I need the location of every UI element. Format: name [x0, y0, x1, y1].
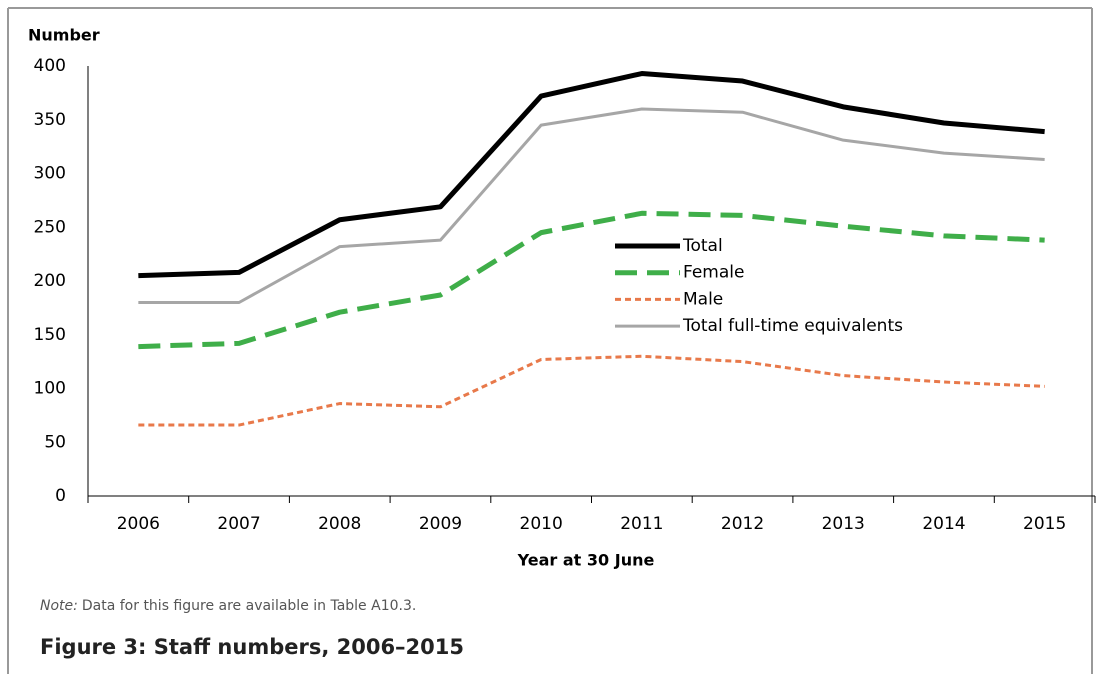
- x-tick-label: 2007: [217, 514, 260, 534]
- note: Note: Data for this figure are available …: [40, 598, 416, 614]
- note-label: Note:: [40, 598, 78, 614]
- series-line: [138, 71, 1045, 279]
- caption: Figure 3: Staff numbers, 2006–2015: [40, 635, 464, 659]
- x-tick-label: 2012: [721, 514, 764, 534]
- y-tick-label: 300: [34, 164, 66, 184]
- series-line: [138, 210, 1045, 350]
- y-tick-label: 200: [34, 271, 66, 291]
- x-tick-label: 2015: [1023, 514, 1066, 534]
- y-axis-label: Number: [28, 26, 100, 45]
- series-line: [138, 354, 1045, 427]
- x-tick-label: 2014: [922, 514, 965, 534]
- y-tick-label: 250: [34, 217, 66, 237]
- legend-label: Total: [682, 236, 723, 256]
- legend-label: Female: [683, 263, 744, 283]
- y-tick-label: 400: [34, 56, 66, 76]
- y-tick-label: 50: [44, 432, 66, 452]
- x-tick-label: 2013: [822, 514, 865, 534]
- series-line: [138, 107, 1045, 304]
- x-tick-label: 2010: [520, 514, 563, 534]
- x-tick-label: 2006: [117, 514, 160, 534]
- y-tick-label: 350: [34, 110, 66, 130]
- x-tick-label: 2011: [620, 514, 663, 534]
- note-text: Data for this figure are available in Ta…: [82, 598, 416, 614]
- y-tick-label: 0: [55, 486, 66, 506]
- y-tick-label: 100: [34, 379, 66, 399]
- legend-label: Total full-time equivalents: [682, 316, 903, 336]
- x-tick-label: 2008: [318, 514, 361, 534]
- x-axis-label: Year at 30 June: [517, 551, 655, 570]
- x-tick-label: 2009: [419, 514, 462, 534]
- legend-label: Male: [683, 289, 723, 309]
- y-tick-label: 150: [34, 325, 66, 345]
